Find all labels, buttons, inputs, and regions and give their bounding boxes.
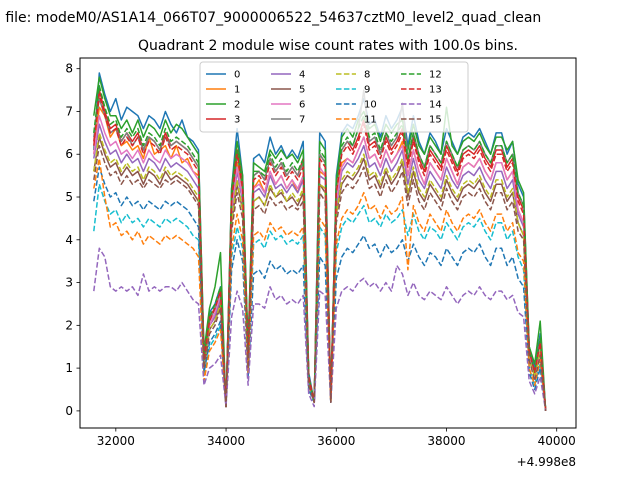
figure-suptitle: n file: modeM0/AS1A14_066T07_9000006522_…: [0, 10, 541, 26]
legend-label: 13: [429, 85, 442, 96]
y-tick-label: 0: [65, 404, 73, 418]
legend-label: 3: [234, 115, 240, 126]
legend-box: [199, 61, 469, 133]
x-tick-label: 36000: [317, 434, 355, 448]
series-line-10: [93, 166, 547, 411]
axes-frame: [79, 57, 577, 429]
y-tick-label: 6: [65, 147, 73, 161]
series-line-13: [93, 93, 547, 411]
legend-label: 7: [299, 115, 305, 126]
x-tick-label: 34000: [207, 434, 245, 448]
legend-label: 0: [234, 70, 240, 81]
legend-label: 9: [364, 85, 370, 96]
series-line-0: [93, 72, 547, 411]
legend-label: 1: [234, 85, 240, 96]
x-tick-label: 38000: [427, 434, 465, 448]
legend-label: 2: [234, 100, 240, 111]
legend-label: 6: [299, 100, 305, 111]
x-tick-label: 40000: [538, 434, 576, 448]
series-line-8: [93, 132, 547, 411]
y-tick-label: 4: [65, 233, 73, 247]
legend-label: 4: [299, 70, 305, 81]
series-line-14: [93, 247, 547, 412]
y-tick-label: 2: [65, 318, 73, 332]
series-line-15: [93, 144, 547, 411]
y-tick-label: 3: [65, 276, 73, 290]
legend-label: 5: [299, 85, 305, 96]
legend-label: 10: [364, 100, 377, 111]
series-line-12: [93, 85, 547, 411]
legend-label: 15: [429, 115, 442, 126]
plot-area: [93, 72, 547, 412]
x-tick-label: 32000: [97, 434, 135, 448]
legend-label: 8: [364, 70, 370, 81]
legend-label: 11: [364, 115, 377, 126]
series-line-2: [93, 76, 547, 411]
x-axis-offset-label: +4.998e8: [517, 455, 576, 469]
y-axis: 0 1 2 3 4 5 6 7 8: [65, 62, 80, 418]
chart-title: Quadrant 2 module wise count rates with …: [138, 38, 518, 54]
legend-label: 14: [429, 100, 442, 111]
y-tick-label: 8: [65, 62, 73, 76]
y-tick-label: 5: [65, 190, 73, 204]
x-axis: 32000 34000 36000 38000 40000: [97, 428, 576, 448]
y-tick-label: 1: [65, 361, 73, 375]
y-tick-label: 7: [65, 104, 73, 118]
legend-label: 12: [429, 70, 442, 81]
